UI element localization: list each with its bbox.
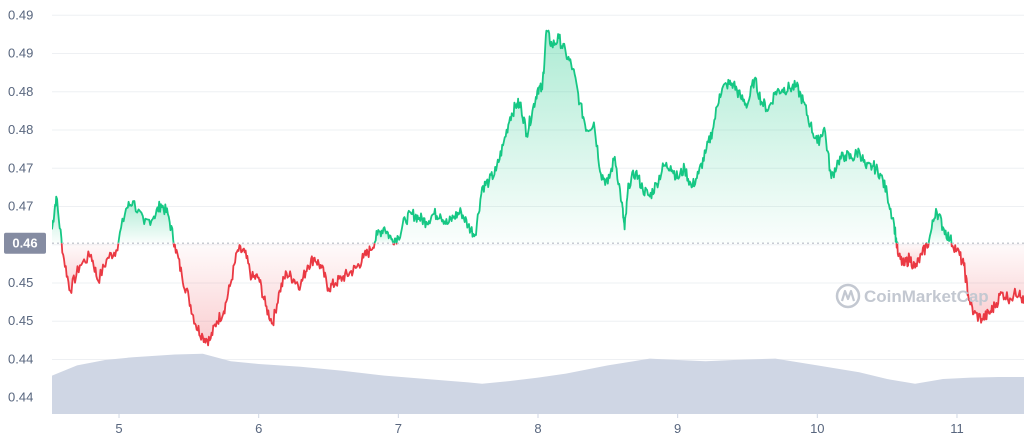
- price-line-up: [373, 226, 394, 244]
- current-price-tag: 0.46: [4, 232, 46, 254]
- price-area-above: [52, 196, 62, 244]
- x-tick-label: 7: [395, 421, 402, 436]
- coinmarketcap-logo-icon: [835, 283, 861, 309]
- price-line-down: [950, 243, 1024, 324]
- price-line-down: [896, 242, 928, 270]
- y-axis: 0.490.490.480.480.470.470.460.450.450.44…: [8, 7, 33, 404]
- y-tick-label: 0.48: [8, 84, 33, 99]
- y-tick-label: 0.49: [8, 46, 33, 61]
- price-line-up: [117, 200, 175, 244]
- x-tick-label: 10: [810, 421, 824, 436]
- x-tick-label: 5: [115, 421, 122, 436]
- x-tick-label: 6: [255, 421, 262, 436]
- price-area-below: [173, 243, 375, 346]
- price-line-up: [52, 195, 63, 244]
- price-line-down: [60, 243, 120, 294]
- x-tick-label: 9: [674, 421, 681, 436]
- price-area-above: [396, 30, 897, 244]
- price-line-up: [927, 207, 953, 244]
- y-tick-label: 0.44: [8, 351, 33, 366]
- price-line-down: [925, 243, 930, 249]
- volume-area: [52, 353, 1024, 413]
- price-area-above: [374, 227, 393, 244]
- x-axis: 5 6 7 8 9 10 11: [52, 413, 1024, 436]
- price-area-below: [61, 243, 119, 293]
- x-tick-label: 11: [950, 421, 964, 436]
- price-area-below: [951, 243, 1024, 323]
- price-line: [52, 29, 1024, 347]
- price-line-up: [395, 29, 898, 244]
- current-price-tag-box: [4, 232, 46, 254]
- y-tick-label: 0.45: [8, 313, 33, 328]
- y-tick-label: 0.48: [8, 122, 33, 137]
- coinmarketcap-watermark: CoinMarketCap: [835, 283, 989, 309]
- y-tick-label: 0.47: [8, 199, 33, 214]
- y-tick-label: 0.47: [8, 160, 33, 175]
- y-tick-label: 0.44: [8, 390, 33, 405]
- y-tick-label: 0.49: [8, 7, 33, 22]
- current-price-tag-label: 0.46: [12, 236, 37, 251]
- price-line-down: [172, 243, 376, 347]
- coinmarketcap-watermark-text: CoinMarketCap: [864, 287, 989, 306]
- x-tick-label: 8: [534, 421, 541, 436]
- volume-series-area: [52, 353, 1024, 413]
- y-tick-label: 0.45: [8, 275, 33, 290]
